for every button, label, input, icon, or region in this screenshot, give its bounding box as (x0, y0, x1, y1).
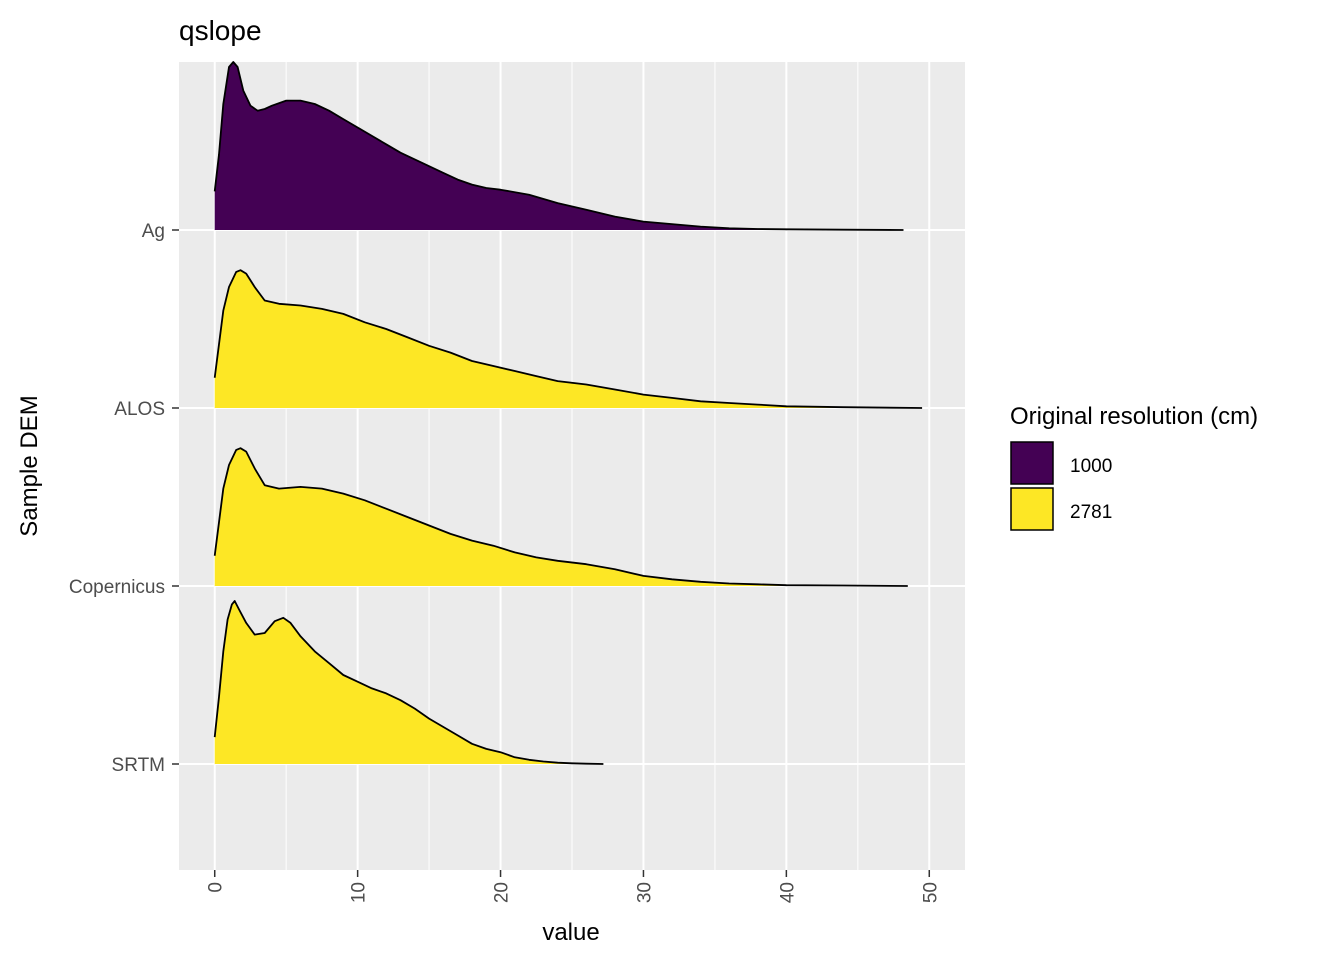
ridge-area-ag (214, 62, 904, 230)
ridge-outline-alos (213, 269, 923, 409)
ridge-area-alos (214, 270, 923, 408)
x-tick-label: 40 (777, 882, 798, 903)
y-tick-label: SRTM (112, 755, 165, 776)
x-tick-label: 10 (349, 882, 370, 903)
y-axis: Ag ALOS Copernicus SRTM (69, 221, 179, 776)
x-tick-label: 0 (206, 882, 227, 893)
legend-label: 1000 (1070, 456, 1112, 477)
x-axis-label: value (542, 919, 599, 946)
chart-title: qslope (179, 15, 262, 46)
y-axis-label: Sample DEM (16, 395, 43, 536)
ridge-outline-copernicus (213, 447, 908, 587)
y-tick-label: Copernicus (69, 577, 165, 598)
ridge-outline-srtm (213, 600, 604, 765)
y-tick-label: Ag (142, 221, 165, 242)
x-tick-label: 20 (492, 882, 513, 903)
ridge-outline-ag (213, 61, 904, 231)
legend: Original resolution (cm) 1000 2781 (1010, 403, 1258, 531)
legend-label: 2781 (1070, 502, 1112, 523)
x-tick-label: 50 (920, 882, 941, 903)
legend-title: Original resolution (cm) (1010, 403, 1258, 430)
ridge-area-copernicus (214, 448, 908, 586)
y-tick-label: ALOS (114, 399, 165, 420)
x-tick-label: 30 (634, 882, 655, 903)
x-axis: 0 10 20 30 40 50 (206, 870, 941, 903)
legend-key (1010, 487, 1054, 531)
legend-key (1010, 441, 1054, 485)
ridge-area-srtm (214, 601, 604, 764)
ridges (213, 61, 923, 765)
